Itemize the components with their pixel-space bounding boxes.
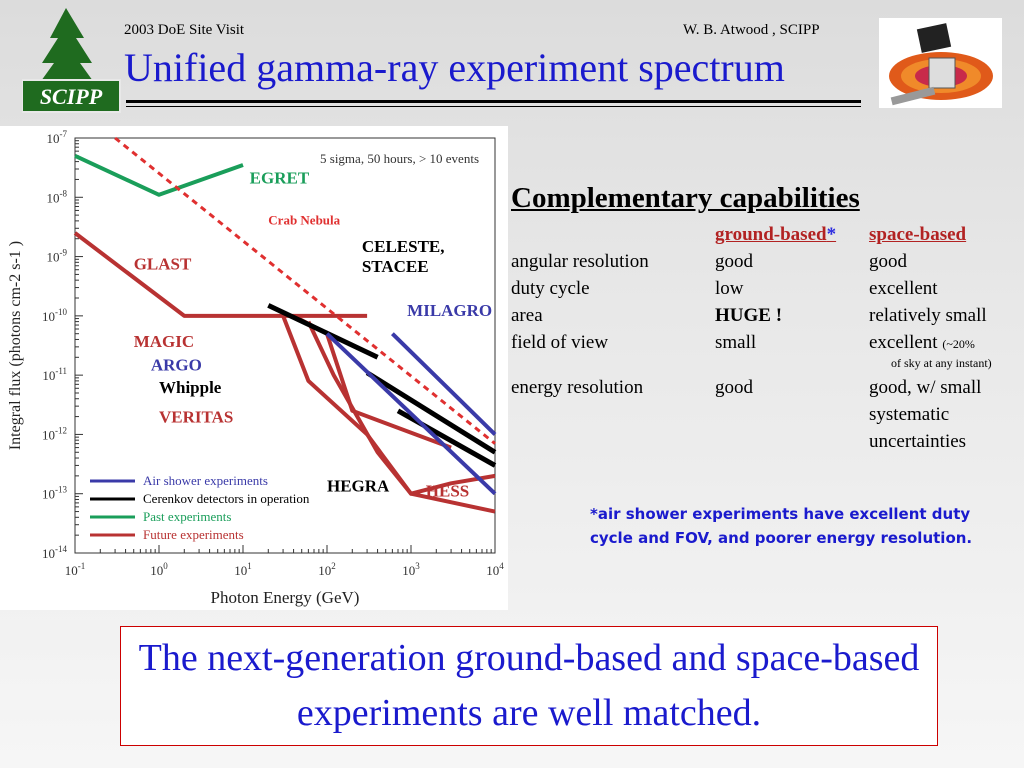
series-label: ARGO xyxy=(151,355,202,374)
title-rule-thin xyxy=(126,106,861,107)
slide-title: Unified gamma-ray experiment spectrum xyxy=(124,45,785,90)
y-tick-label: 10-13 xyxy=(42,485,67,502)
logo-text: SCIPP xyxy=(40,84,103,109)
capabilities-heading: Complementary capabilities xyxy=(511,182,860,214)
series-line-veritas xyxy=(306,320,496,496)
footnote: *air shower experiments have excellent d… xyxy=(590,505,973,547)
row-label: field of view xyxy=(511,332,609,353)
row-space: excellent (~20% xyxy=(869,332,975,353)
fov-note: (~20% xyxy=(942,337,975,351)
conclusion-callout: The next-generation ground-based and spa… xyxy=(120,626,938,746)
header-left: 2003 DoE Site Visit xyxy=(124,22,245,38)
y-tick-label: 10-7 xyxy=(47,129,68,146)
scipp-logo: SCIPP xyxy=(21,8,122,120)
series-line-celeste-stacee xyxy=(267,303,379,360)
x-tick-label: 100 xyxy=(150,561,168,578)
col-space-header: space-based xyxy=(869,224,967,245)
row-ground: good xyxy=(715,251,753,272)
fov-note-2: of sky at any instant) xyxy=(891,356,992,370)
title-rule xyxy=(126,100,861,103)
y-tick-label: 10-12 xyxy=(42,425,67,442)
row-space: relatively small xyxy=(869,305,987,326)
series-line-argo xyxy=(325,332,497,496)
series-label: CELESTE, xyxy=(362,237,445,256)
legend-label: Past experiments xyxy=(143,509,231,524)
x-tick-label: 102 xyxy=(318,561,336,578)
row-label: area xyxy=(511,305,543,326)
series-line-whipple xyxy=(365,370,497,455)
x-tick-label: 10-1 xyxy=(65,561,86,578)
series-label: HESS xyxy=(426,481,469,500)
header-right: W. B. Atwood , SCIPP xyxy=(683,22,820,38)
y-tick-label: 10-11 xyxy=(42,366,67,383)
chart-annotation: 5 sigma, 50 hours, > 10 events xyxy=(320,151,479,166)
row-space-cont: uncertainties xyxy=(869,431,967,452)
row-ground: good xyxy=(715,377,753,398)
x-tick-label: 104 xyxy=(486,561,504,578)
chart-svg: 10-1 100 101 102 103 104 10-7 10-8 10-9 10-10 10-1… xyxy=(7,129,504,607)
series-label: GLAST xyxy=(134,255,192,274)
y-tick-label: 10-9 xyxy=(47,248,68,265)
x-tick-label: 103 xyxy=(402,561,420,578)
col-ground-header: ground-based* xyxy=(715,224,837,245)
row-ground: small xyxy=(715,332,757,353)
row-ground: HUGE ! xyxy=(715,305,783,326)
series-line-crab-nebula xyxy=(114,136,496,445)
y-tick-label: 10-8 xyxy=(47,188,68,205)
row-label: duty cycle xyxy=(511,278,590,299)
series-label: VERITAS xyxy=(159,407,233,426)
series-label: Whipple xyxy=(159,378,222,397)
satellite-image xyxy=(879,18,1002,108)
row-space: good, w/ small xyxy=(869,377,982,398)
row-space: excellent xyxy=(869,278,938,299)
series-line-hegra xyxy=(396,408,497,468)
series-line-milagro xyxy=(390,332,497,436)
series-label: MAGIC xyxy=(134,332,194,351)
series-label: STACEE xyxy=(362,257,429,276)
series-label: Crab Nebula xyxy=(268,212,340,227)
y-tick-label: 10-10 xyxy=(42,307,67,324)
x-tick-label: 101 xyxy=(234,561,252,578)
col-star: * xyxy=(826,224,837,245)
y-axis-label: Integral flux (photons cm-2 s-1 ) xyxy=(7,241,24,450)
row-space: good xyxy=(869,251,907,272)
row-space-cont: systematic xyxy=(869,404,950,425)
series-label: HEGRA xyxy=(327,476,390,495)
series-line-glast xyxy=(73,231,368,318)
row-label: angular resolution xyxy=(511,251,649,272)
legend-label: Cerenkov detectors in operation xyxy=(143,491,310,506)
plot-frame xyxy=(74,137,496,554)
row-label: energy resolution xyxy=(511,377,644,398)
row-ground: low xyxy=(715,278,744,299)
series-label: EGRET xyxy=(250,169,310,188)
series-line-egret xyxy=(74,153,244,197)
y-tick-label: 10-14 xyxy=(42,544,67,561)
legend-label: Air shower experiments xyxy=(143,473,268,488)
x-axis-label: Photon Energy (GeV) xyxy=(211,588,360,607)
sensitivity-chart: 10-1 100 101 102 103 104 10-7 10-8 10-9 10-10 10-1… xyxy=(0,126,508,610)
legend-label: Future experiments xyxy=(143,527,244,542)
series-label: MILAGRO xyxy=(407,301,492,320)
